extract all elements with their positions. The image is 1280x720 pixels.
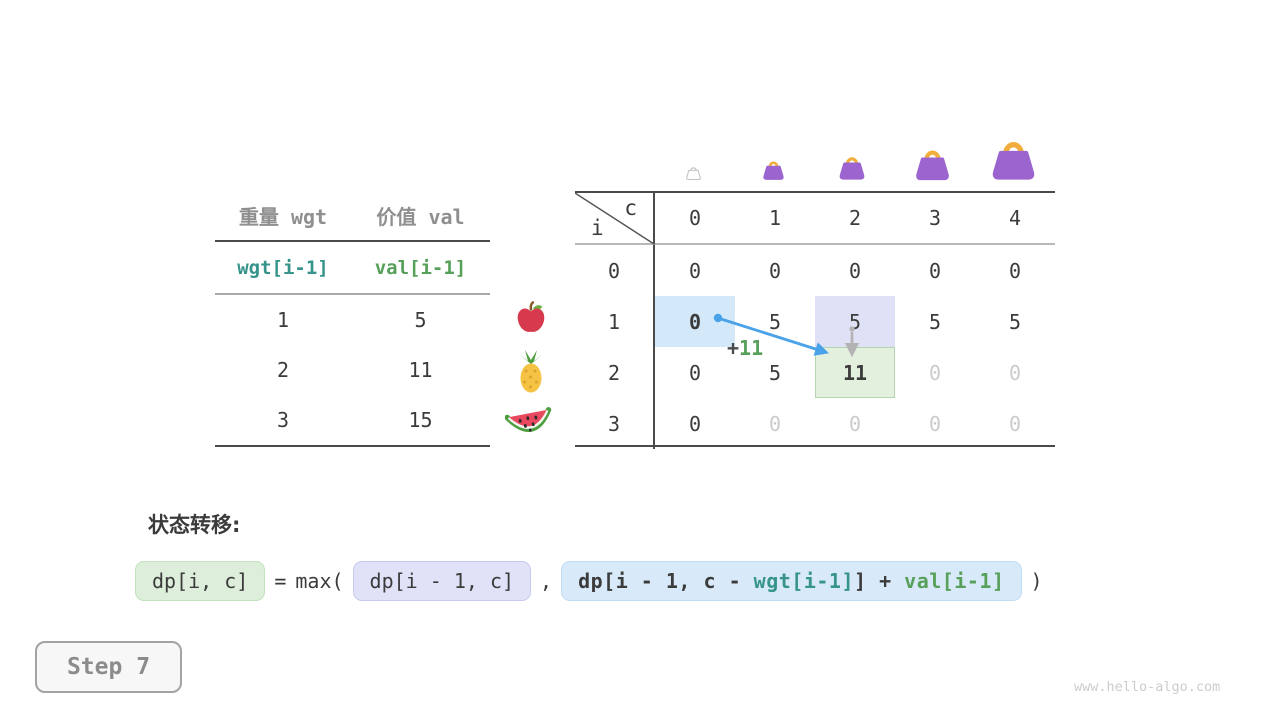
item-row-1: 1 5 bbox=[215, 295, 490, 345]
state-transition-formula: dp[i, c] = max( dp[i - 1, c] , dp[i - 1,… bbox=[135, 560, 1043, 602]
dp-cell-3-1: 0 bbox=[768, 411, 782, 436]
take-item-term: dp[i - 1, c - wgt[i-1]] + val[i-1] bbox=[561, 561, 1022, 601]
added-value-label: +11 bbox=[727, 336, 763, 360]
dp-col-label-0: 0 bbox=[655, 193, 735, 245]
item-2-weight: 2 bbox=[276, 358, 290, 382]
closing-paren: ) bbox=[1030, 569, 1043, 593]
dp-cell-2-0: 0 bbox=[688, 360, 702, 385]
max-function: max( bbox=[295, 569, 344, 593]
dp-col-label-1: 1 bbox=[735, 193, 815, 245]
val-subheader: val[i-1] bbox=[374, 256, 467, 279]
value-column-header: 价值 val bbox=[376, 204, 465, 229]
item-row-2: 2 11 bbox=[215, 345, 490, 395]
state-transition-label: 状态转移: bbox=[148, 513, 241, 537]
take-item-term-val: val[i-1] bbox=[904, 569, 1005, 593]
item-table-subheader-row: wgt[i-1] val[i-1] bbox=[215, 242, 490, 293]
dp-row-label-1: 1 bbox=[575, 296, 655, 347]
item-table: 重量 wgt 价值 val wgt[i-1] val[i-1] 1 5 2 11… bbox=[215, 190, 490, 447]
added-value: 11 bbox=[739, 336, 764, 360]
wgt-subheader: wgt[i-1] bbox=[237, 256, 329, 279]
dp-row-label-3: 3 bbox=[575, 398, 655, 449]
take-item-term-prefix: dp[i - 1, c - bbox=[578, 569, 754, 593]
apple-icon bbox=[514, 301, 548, 339]
bag-large-icon bbox=[914, 145, 951, 186]
dp-cell-0-3: 0 bbox=[928, 258, 942, 283]
dp-cell-1-3: 5 bbox=[928, 309, 942, 334]
item-row-3: 3 15 bbox=[215, 395, 490, 445]
item-2-value: 11 bbox=[408, 358, 433, 382]
bag-medium-icon bbox=[838, 153, 866, 185]
dp-cell-0-2: 0 bbox=[848, 258, 862, 283]
dp-col-label-4: 4 bbox=[975, 193, 1055, 245]
step-button[interactable]: Step 7 bbox=[35, 641, 182, 693]
item-1-weight: 1 bbox=[276, 308, 290, 332]
watermelon-icon bbox=[504, 399, 553, 445]
dp-cell-1-4: 5 bbox=[1008, 309, 1022, 334]
dp-col-label-2: 2 bbox=[815, 193, 895, 245]
dp-cell-2-2: 11 bbox=[815, 347, 895, 398]
dp-cell-1-0: 0 bbox=[655, 296, 735, 347]
dp-cell-3-4: 0 bbox=[1008, 411, 1022, 436]
item-3-weight: 3 bbox=[276, 408, 290, 432]
dp-cell-3-0: 0 bbox=[688, 411, 702, 436]
dp-row-label-2: 2 bbox=[575, 347, 655, 398]
dp-cell-2-1: 5 bbox=[768, 360, 782, 385]
dp-corner-cell: c i bbox=[575, 193, 655, 245]
dp-row-label-0: 0 bbox=[575, 245, 655, 296]
table-rule-bottom bbox=[215, 445, 490, 447]
dp-cell-2-4: 0 bbox=[1008, 360, 1022, 385]
dp-col-label-3: 3 bbox=[895, 193, 975, 245]
weight-column-header: 重量 wgt bbox=[238, 204, 328, 229]
dp-table: c i 0 1 2 3 4 0 0 0 0 0 0 1 0 5 5 5 5 2 … bbox=[575, 191, 1055, 449]
table-rule-top bbox=[215, 240, 490, 242]
item-1-value: 5 bbox=[414, 308, 427, 332]
dp-cell-0-0: 0 bbox=[688, 258, 702, 283]
take-item-term-mid: ] + bbox=[854, 569, 905, 593]
dp-cell-2-3: 0 bbox=[928, 360, 942, 385]
dp-cell-0-1: 0 bbox=[768, 258, 782, 283]
table-rule-middle bbox=[215, 293, 490, 295]
dp-result-term: dp[i, c] bbox=[135, 561, 266, 601]
dp-cell-3-3: 0 bbox=[928, 411, 942, 436]
capacity-variable-label: c bbox=[624, 196, 637, 220]
comma-separator: , bbox=[540, 569, 553, 593]
item-variable-label: i bbox=[591, 216, 604, 240]
skip-item-term: dp[i - 1, c] bbox=[352, 561, 532, 601]
watermark-url: www.hello-algo.com bbox=[1074, 679, 1221, 695]
item-3-value: 15 bbox=[408, 408, 433, 432]
take-item-term-wgt: wgt[i-1] bbox=[753, 569, 854, 593]
bag-small-icon bbox=[762, 158, 785, 185]
bag-xlarge-icon bbox=[990, 135, 1037, 186]
diagonal-divider bbox=[575, 193, 655, 245]
item-table-header-row: 重量 wgt 价值 val bbox=[215, 190, 490, 240]
dp-cell-3-2: 0 bbox=[848, 411, 862, 436]
dp-cell-0-4: 0 bbox=[1008, 258, 1022, 283]
pineapple-icon bbox=[512, 349, 550, 398]
dp-cell-1-2: 5 bbox=[815, 296, 895, 347]
plus-sign: + bbox=[727, 336, 740, 360]
equals-sign: = bbox=[274, 569, 287, 593]
bag-outline-icon bbox=[685, 164, 702, 185]
